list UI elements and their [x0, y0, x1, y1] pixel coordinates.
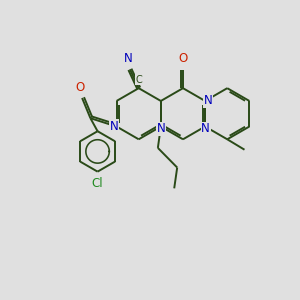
Text: N: N — [110, 120, 118, 133]
Text: N: N — [204, 94, 212, 107]
Text: N: N — [157, 122, 165, 135]
Text: C: C — [136, 75, 142, 85]
Text: Cl: Cl — [92, 177, 103, 190]
Text: N: N — [124, 52, 133, 65]
Text: N: N — [201, 122, 210, 135]
Text: O: O — [75, 80, 84, 94]
Text: O: O — [178, 52, 188, 65]
